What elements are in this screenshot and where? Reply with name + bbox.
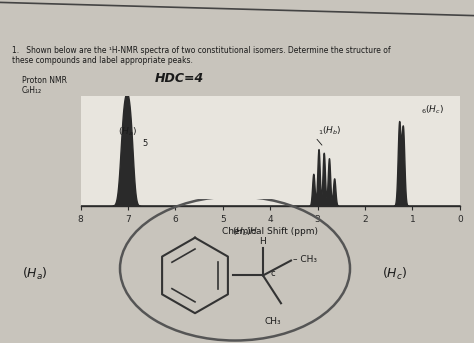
Text: $(H_b)H$: $(H_b)H$: [232, 225, 258, 238]
Text: 1.   Shown below are the ¹H-NMR spectra of two constitutional isomers. Determine: 1. Shown below are the ¹H-NMR spectra of…: [12, 46, 391, 55]
Text: 5: 5: [142, 139, 147, 148]
Text: C₉H₁₂: C₉H₁₂: [22, 86, 42, 95]
X-axis label: Chemical Shift (ppm): Chemical Shift (ppm): [222, 227, 318, 236]
Text: $(H_c)$: $(H_c)$: [383, 265, 408, 282]
Text: HDC=4: HDC=4: [155, 72, 204, 85]
Text: $_1(H_b)$: $_1(H_b)$: [318, 125, 341, 137]
Text: these compounds and label appropriate peaks.: these compounds and label appropriate pe…: [12, 56, 193, 65]
Text: H: H: [260, 237, 266, 246]
Text: c: c: [271, 269, 275, 278]
Text: Proton NMR: Proton NMR: [22, 76, 67, 85]
Text: $(H_a)$: $(H_a)$: [118, 126, 137, 138]
Text: $(H_a)$: $(H_a)$: [22, 265, 48, 282]
Text: $_6(H_c)$: $_6(H_c)$: [421, 104, 444, 116]
Text: CH₃: CH₃: [264, 317, 281, 326]
Text: – CH₃: – CH₃: [293, 255, 317, 264]
